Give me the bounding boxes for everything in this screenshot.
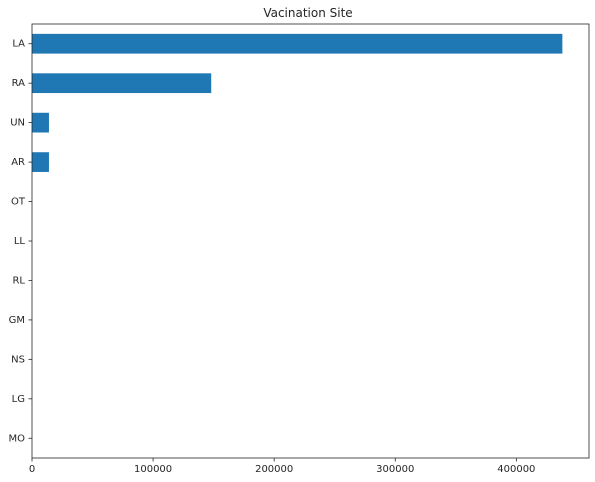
y-tick-label-un: UN — [10, 118, 25, 129]
x-tick-label-2: 200000 — [255, 464, 293, 475]
x-tick-label-4: 400000 — [497, 464, 535, 475]
y-tick-label-ot: OT — [11, 197, 26, 208]
y-tick-label-ns: NS — [11, 354, 25, 365]
y-tick-label-ra: RA — [12, 78, 26, 89]
y-tick-label-la: LA — [12, 39, 25, 50]
y-tick-label-ll: LL — [14, 236, 26, 247]
bar-un — [32, 113, 49, 133]
x-axis: 0 100000 200000 300000 400000 — [29, 458, 536, 475]
y-tick-label-gm: GM — [9, 315, 25, 326]
x-tick-label-0: 0 — [29, 464, 35, 475]
chart-title: Vacination Site — [263, 6, 352, 20]
x-tick-label-1: 100000 — [134, 464, 172, 475]
y-tick-label-rl: RL — [12, 275, 25, 286]
y-tick-label-mo: MO — [9, 433, 26, 444]
x-tick-label-3: 300000 — [376, 464, 414, 475]
bar-ra — [32, 73, 211, 93]
y-axis: LA RA UN AR OT LL RL GM NS LG MO — [9, 39, 33, 445]
bar-la — [32, 34, 562, 54]
bars-layer — [32, 34, 562, 448]
y-tick-label-lg: LG — [12, 394, 25, 405]
bar-ar — [32, 152, 49, 172]
y-tick-label-ar: AR — [11, 157, 25, 168]
